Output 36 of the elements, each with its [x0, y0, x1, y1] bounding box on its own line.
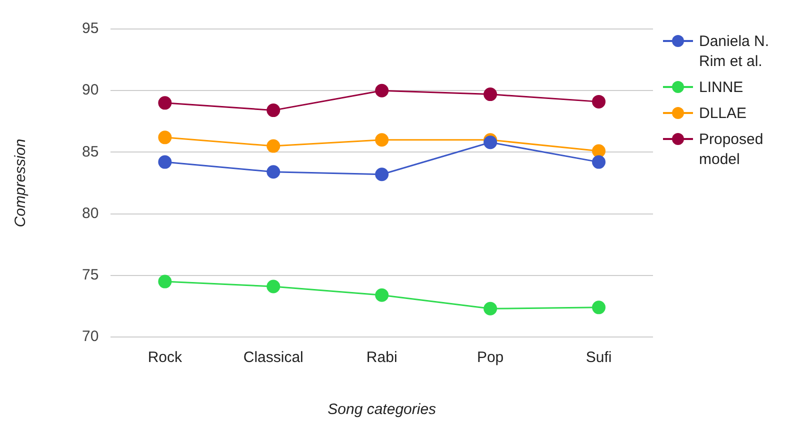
- legend-label: Daniela N. Rim et al.: [699, 32, 770, 72]
- y-tick-label: 95: [82, 20, 99, 38]
- point: [592, 144, 606, 158]
- x-tick-label: Classical: [243, 349, 304, 366]
- point: [266, 280, 280, 294]
- x-tick-label: Sufi: [586, 349, 612, 366]
- x-axis-title: Song categories: [328, 401, 437, 418]
- y-axis-title: Compression: [12, 138, 30, 228]
- y-tick-label: 70: [82, 328, 99, 346]
- y-tick-label: 85: [82, 143, 99, 160]
- point: [266, 139, 280, 153]
- point: [158, 155, 172, 169]
- point: [375, 288, 389, 302]
- x-tick-label: Pop: [476, 349, 504, 366]
- y-tick-label: 80: [82, 204, 99, 222]
- point: [158, 130, 172, 144]
- point: [484, 302, 498, 316]
- y-tick-label: 75: [82, 266, 99, 284]
- point: [592, 94, 606, 108]
- point: [592, 300, 606, 314]
- point: [375, 133, 389, 147]
- x-tick-label: Rock: [148, 349, 182, 366]
- point: [375, 168, 389, 182]
- point: [375, 84, 389, 98]
- point: [592, 155, 606, 169]
- y-tick-label: 90: [82, 82, 99, 99]
- point: [266, 165, 280, 179]
- x-tick-label: Rabi: [366, 349, 398, 366]
- point: [484, 136, 498, 150]
- legend-label: DLLAE: [699, 104, 747, 124]
- legend-label: LINNE: [699, 78, 744, 98]
- legend-label: Proposed model: [699, 130, 764, 170]
- point: [158, 274, 172, 288]
- point: [266, 104, 280, 118]
- point: [484, 88, 498, 102]
- point: [158, 96, 172, 110]
